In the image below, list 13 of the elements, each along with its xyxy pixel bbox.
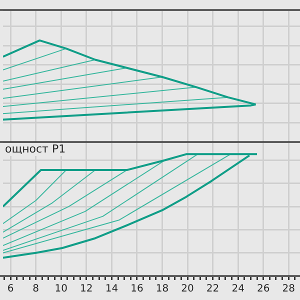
chart-title: ощност P1 <box>5 142 66 156</box>
x-tick-label: 20 <box>181 284 194 295</box>
x-tick-label: 26 <box>256 284 270 295</box>
x-tick-label: 14 <box>105 284 118 295</box>
x-tick-label: 12 <box>80 284 93 295</box>
x-tick-label: 18 <box>156 284 169 295</box>
x-tick-label: 10 <box>54 284 68 295</box>
x-tick-label: 6 <box>7 284 14 295</box>
x-tick-label: 22 <box>206 284 220 295</box>
x-tick-label: 8 <box>32 284 40 295</box>
x-tick-label: 24 <box>232 284 244 295</box>
x-tick-label: 16 <box>130 284 144 295</box>
x-tick-label: 28 <box>282 284 295 295</box>
